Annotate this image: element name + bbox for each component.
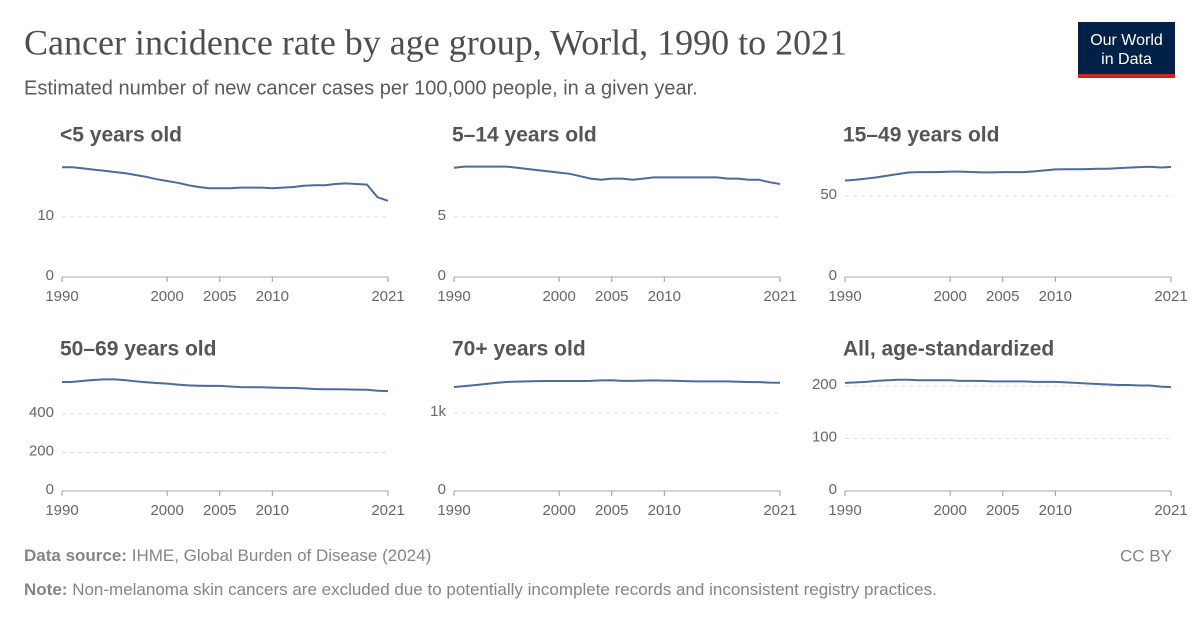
x-tick-label: 1990 <box>437 288 470 305</box>
y-tick-label: 200 <box>812 376 837 393</box>
subtitle: Estimated number of new cancer cases per… <box>24 77 698 99</box>
x-tick-label: 2000 <box>150 288 183 305</box>
source-text: IHME, Global Burden of Disease (2024) <box>132 546 432 565</box>
y-tick-label: 100 <box>812 429 837 446</box>
x-tick-label: 1990 <box>828 502 861 519</box>
panel-title: <5 years old <box>60 124 182 147</box>
y-tick-label: 200 <box>29 442 54 459</box>
line <box>62 166 389 202</box>
x-tick-label: 2021 <box>763 288 796 305</box>
x-tick-label: 2005 <box>203 288 236 305</box>
x-tick-label: 1990 <box>437 502 470 519</box>
x-tick-label: 2005 <box>595 502 628 519</box>
line <box>453 379 781 389</box>
panel-title: All, age-standardized <box>843 338 1054 361</box>
x-tick-label: 2000 <box>933 502 966 519</box>
y-tick-label: 10 <box>37 207 54 224</box>
x-tick-label: 2000 <box>150 502 183 519</box>
x-tick-label: 2021 <box>371 502 404 519</box>
x-tick-label: 2010 <box>1039 502 1072 519</box>
x-tick-label: 2021 <box>371 288 404 305</box>
y-tick-label: 0 <box>46 267 54 284</box>
panel: 5–14 years old 0 5 1990 2000 2005 2010 2021 <box>437 124 796 305</box>
logo-text: in Data <box>1101 51 1152 68</box>
x-tick-label: 2021 <box>763 502 796 519</box>
line <box>844 165 1172 182</box>
x-tick-label: 2000 <box>542 288 575 305</box>
x-tick-label: 2021 <box>1154 502 1187 519</box>
x-tick-label: 1990 <box>45 288 78 305</box>
panel-title: 70+ years old <box>452 338 586 361</box>
panel: <5 years old 0 10 1990 2000 2005 2010 2021 <box>37 124 404 305</box>
panel-title: 15–49 years old <box>843 124 999 147</box>
panel: All, age-standardized 0 100 200 1990 2000 2005… <box>812 338 1188 519</box>
note-text: Non-melanoma skin cancers are excluded d… <box>72 580 937 599</box>
logo-box <box>1078 22 1175 74</box>
y-tick-label: 0 <box>829 267 837 284</box>
logo-text: Our World <box>1090 32 1163 49</box>
y-tick-label: 400 <box>29 404 54 421</box>
x-tick-label: 2010 <box>256 288 289 305</box>
x-tick-label: 2005 <box>986 502 1019 519</box>
note-label: Note: <box>24 580 67 599</box>
x-tick-label: 2010 <box>256 502 289 519</box>
x-tick-label: 1990 <box>45 502 78 519</box>
x-tick-label: 2005 <box>203 502 236 519</box>
y-tick-label: 1k <box>430 403 446 420</box>
line <box>61 378 389 393</box>
note: Note: Non-melanoma skin cancers are excl… <box>24 580 937 599</box>
source-label: Data source: <box>24 546 127 565</box>
x-tick-label: 2005 <box>595 288 628 305</box>
x-tick-label: 2010 <box>648 502 681 519</box>
panel: 70+ years old 0 1k 1990 2000 2005 2010 2021 <box>430 338 797 519</box>
panel-title: 5–14 years old <box>452 124 597 147</box>
x-tick-label: 2005 <box>986 288 1019 305</box>
panel: 50–69 years old 0 200 400 1990 2000 2005 2010 20… <box>29 338 405 519</box>
line <box>453 165 781 185</box>
x-tick-label: 1990 <box>828 288 861 305</box>
line <box>844 378 1172 389</box>
x-tick-label: 2000 <box>933 288 966 305</box>
x-tick-label: 2010 <box>1039 288 1072 305</box>
y-tick-label: 0 <box>46 481 54 498</box>
x-tick-label: 2000 <box>542 502 575 519</box>
license: CC BY <box>1120 546 1172 565</box>
panel-title: 50–69 years old <box>60 338 216 361</box>
title: Cancer incidence rate by age group, Worl… <box>24 22 847 62</box>
logo: Our World in Data <box>1078 22 1175 78</box>
panel: 15–49 years old 0 50 1990 2000 2005 2010 2021 <box>820 124 1187 305</box>
y-tick-label: 0 <box>438 481 446 498</box>
y-tick-label: 50 <box>820 186 837 203</box>
y-tick-label: 5 <box>438 207 446 224</box>
source: Data source: IHME, Global Burden of Dise… <box>24 546 431 565</box>
x-tick-label: 2010 <box>648 288 681 305</box>
y-tick-label: 0 <box>438 267 446 284</box>
x-tick-label: 2021 <box>1154 288 1187 305</box>
logo-bar <box>1078 74 1175 78</box>
y-tick-label: 0 <box>829 481 837 498</box>
